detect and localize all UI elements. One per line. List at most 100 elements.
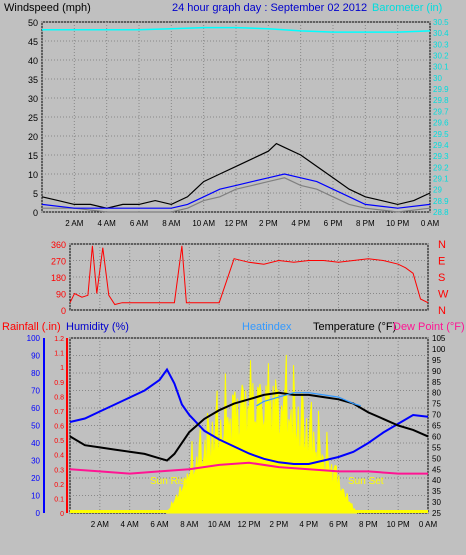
rainfall-axis: 0 0.1 0.2 0.3 0.4 0.5 0.6 0.7 0.8 0.9 1 1.1 1.2: [54, 336, 68, 518]
humidity-axis: 0 10 20 30 40 50 60 70 80 90 100: [27, 334, 45, 518]
sunrise-label: Sun Rise: [150, 476, 191, 487]
temperature-tick: 65: [432, 422, 441, 431]
temperature-tick: 100: [432, 345, 446, 354]
temperature-tick: 90: [432, 367, 441, 376]
wind-x-tick: 2 AM: [65, 219, 84, 228]
humidity-tick: 20: [31, 474, 40, 483]
rainfall-tick: 0.1: [54, 496, 64, 503]
series-line: [69, 391, 429, 462]
solar-area: [166, 354, 358, 514]
barometer-tick: 29.4: [433, 141, 449, 150]
direction-y-tick: 90: [56, 290, 66, 300]
series-line: [41, 173, 431, 209]
temp-x-tick: 2 AM: [91, 520, 110, 529]
wind-x-tick: 6 PM: [324, 219, 343, 228]
barometer-tick: 30.4: [433, 29, 449, 38]
temp-x-tick: 10 AM: [208, 520, 231, 529]
wind-y-tick: 25: [28, 113, 38, 123]
direction-y-tick: 0: [61, 306, 66, 316]
wind-y-tick: 40: [28, 56, 38, 66]
wind-plot-area: [41, 21, 431, 213]
humidity-tick: 0: [36, 509, 41, 518]
rainfall-tick: 0.5: [54, 438, 64, 445]
series-line: [41, 142, 431, 209]
barometer-tick: 29.1: [433, 174, 449, 183]
direction-label: N: [438, 305, 446, 317]
temperature-tick: 70: [432, 411, 441, 420]
rainfall-tick: 1: [60, 365, 64, 372]
wind-y-tick: 10: [28, 170, 38, 180]
direction-label: S: [438, 272, 445, 284]
humidity-tick: 90: [31, 352, 40, 361]
wind-y-tick: 5: [33, 189, 38, 199]
rainfall-tick: 0.9: [54, 380, 64, 387]
barometer-tick: 29.9: [433, 85, 449, 94]
temp-x-tick: 12 PM: [237, 520, 260, 529]
humidity-tick: 80: [31, 369, 40, 378]
series-line: [69, 367, 429, 465]
wind-x-axis: 2 AM 4 AM 6 AM 8 AM 10 AM 12 PM 2 PM 4 PM 6 PM 8 …: [65, 219, 439, 228]
temp-x-tick: 4 PM: [299, 520, 318, 529]
wind-x-tick: 6 AM: [130, 219, 149, 228]
temperature-tick: 60: [432, 432, 441, 441]
series-line: [256, 392, 362, 407]
direction-y-tick: 360: [51, 240, 66, 250]
rainfall-tick: 1.1: [54, 351, 64, 358]
wind-y-tick: 15: [28, 151, 38, 161]
series-line: [69, 245, 429, 306]
barometer-tick: 29: [433, 186, 442, 195]
barometer-tick: 30: [433, 74, 442, 83]
temperature-tick: 50: [432, 454, 441, 463]
wind-x-tick: 4 PM: [291, 219, 310, 228]
barometer-tick: 30.2: [433, 52, 449, 61]
barometer-tick: 30.5: [433, 18, 449, 27]
rainfall-tick: 0.6: [54, 424, 64, 431]
barometer-tick: 29.3: [433, 152, 449, 161]
direction-grid: [69, 243, 429, 311]
barometer-tick: 28.9: [433, 197, 449, 206]
temp-x-tick: 8 PM: [359, 520, 378, 529]
temperature-tick: 25: [432, 509, 441, 518]
series-line: [42, 177, 431, 213]
direction-series: [69, 245, 429, 306]
direction-label: E: [438, 256, 445, 268]
barometer-tick: 29.7: [433, 107, 449, 116]
rainfall-label: Rainfall (.in): [2, 321, 61, 333]
humidity-tick: 30: [31, 457, 40, 466]
rainfall-tick: 0.3: [54, 467, 64, 474]
temp-x-tick: 6 PM: [329, 520, 348, 529]
wind-x-tick: 4 AM: [98, 219, 117, 228]
rainfall-tick: 0.7: [54, 409, 64, 416]
humidity-tick: 40: [31, 439, 40, 448]
direction-y-tick: 180: [51, 273, 66, 283]
rainfall-tick: 0.4: [54, 453, 64, 460]
temp-x-tick: 6 AM: [150, 520, 169, 529]
wind-x-tick: 8 PM: [356, 219, 375, 228]
series-line: [69, 461, 428, 475]
humidity-tick: 60: [31, 404, 40, 413]
humidity-tick: 70: [31, 387, 40, 396]
barometer-tick: 29.5: [433, 130, 449, 139]
rainfall-tick: 0.2: [54, 482, 64, 489]
wind-y-tick: 30: [28, 94, 38, 104]
temp-x-tick: 2 PM: [269, 520, 288, 529]
temperature-tick: 95: [432, 356, 441, 365]
wind-ylabel: Windspeed (mph): [4, 2, 91, 14]
wind-x-tick: 0 AM: [421, 219, 440, 228]
series-line: [42, 26, 431, 33]
temperature-tick: 45: [432, 465, 441, 474]
wind-x-tick: 8 AM: [162, 219, 181, 228]
solar-fill: [166, 354, 358, 514]
wind-x-tick: 2 PM: [259, 219, 278, 228]
chart-title: 24 hour graph day : September 02 2012: [172, 2, 367, 14]
dewpoint-label: Dew Point (°F): [393, 321, 465, 333]
rainfall-tick: 1.2: [54, 336, 64, 343]
temperature-label: Temperature (°F): [313, 321, 396, 333]
direction-y-tick: 270: [51, 257, 66, 267]
humidity-label: Humidity (%): [66, 321, 129, 333]
temp-x-tick: 0 AM: [419, 520, 438, 529]
wind-panel: Windspeed (mph) 24 hour graph day : Sept…: [4, 2, 449, 228]
